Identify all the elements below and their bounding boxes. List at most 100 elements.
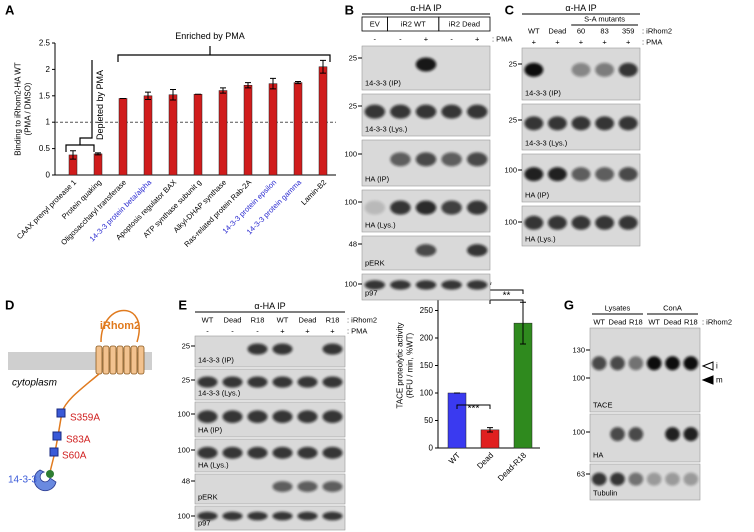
group-label: iR2 Dead <box>449 20 480 29</box>
band <box>646 472 662 486</box>
error-bar <box>270 77 276 90</box>
row-label: 14-3-3 (Lys.) <box>198 389 241 398</box>
treatment-label: + <box>626 38 631 47</box>
compartment-label: cytoplasm <box>12 378 57 389</box>
treatment-label: + <box>579 38 584 47</box>
mw-marker: 25 <box>349 54 357 63</box>
bar <box>93 153 103 176</box>
band <box>415 244 437 257</box>
band <box>646 356 662 371</box>
significance-bracket <box>489 299 524 304</box>
mw-marker: 25 <box>182 376 190 385</box>
band <box>595 167 615 182</box>
treatment-label: + <box>555 38 560 47</box>
treatment-label: - <box>374 35 377 44</box>
lane-label: R18 <box>684 318 698 327</box>
band <box>610 356 625 371</box>
helices <box>95 345 145 375</box>
band <box>466 104 488 119</box>
band <box>272 511 293 521</box>
band <box>322 446 343 459</box>
band <box>571 215 591 230</box>
site <box>56 408 66 418</box>
x-tick-label: WT <box>447 451 462 466</box>
error-bar <box>295 81 301 85</box>
treatment-label: + <box>280 327 285 336</box>
band <box>618 215 638 230</box>
lane-key: : iRhom2 <box>702 318 732 327</box>
y-tick-label: 0 <box>429 444 434 453</box>
band <box>297 410 318 424</box>
site-label: S359A <box>70 413 100 424</box>
treatment-key: : PMA <box>347 327 367 336</box>
band <box>595 215 615 230</box>
mw-marker: 100 <box>344 198 357 207</box>
band <box>466 152 488 167</box>
row-label: HA (Lys.) <box>525 235 556 244</box>
band <box>297 511 318 521</box>
error-bar <box>320 59 326 74</box>
band <box>415 280 437 290</box>
lane-key: : iRhom2 <box>642 27 672 36</box>
blot <box>589 327 701 413</box>
bar <box>268 83 278 176</box>
band <box>247 410 268 424</box>
group-label: EV <box>370 20 380 29</box>
mw-marker: 100 <box>504 218 517 227</box>
treatment-label: - <box>206 327 209 336</box>
treatment-label: - <box>256 327 259 336</box>
y-tick-label: 250 <box>420 306 434 315</box>
blot <box>194 401 346 438</box>
treatment-label: + <box>532 38 537 47</box>
lane-label: 83 <box>600 27 608 36</box>
mw-marker: 100 <box>177 446 190 455</box>
band <box>364 104 386 119</box>
band <box>441 104 462 119</box>
band <box>547 167 567 182</box>
x-tick-label: Dead <box>475 451 495 471</box>
lane-label: R18 <box>629 318 643 327</box>
band <box>466 280 488 290</box>
y-tick-label: 2.5 <box>39 39 51 48</box>
band <box>415 200 437 215</box>
bar <box>318 66 328 176</box>
band <box>390 104 411 119</box>
y-tick-label: 150 <box>420 361 434 370</box>
bar <box>447 392 467 449</box>
significance-bracket <box>456 404 491 409</box>
mw-marker: 63 <box>577 470 585 479</box>
treatment-label: + <box>602 38 607 47</box>
band <box>618 167 638 182</box>
error-bar <box>220 87 226 94</box>
band <box>364 200 386 215</box>
lane-label: Dead <box>224 316 242 325</box>
band <box>618 116 638 131</box>
mw-marker: 100 <box>504 166 517 175</box>
protein-label: iRhom2 <box>100 320 140 332</box>
band <box>571 62 591 77</box>
bar <box>243 84 253 176</box>
partner-label: 14-3-3 <box>8 475 37 486</box>
blot-title: α-HA IP <box>254 301 285 311</box>
panel-label: G <box>564 298 574 313</box>
mw-marker: 48 <box>349 240 357 249</box>
blot-title: α-HA IP <box>410 3 441 13</box>
row-label: TACE <box>593 401 612 410</box>
lane-label: R18 <box>251 316 265 325</box>
band <box>591 472 607 486</box>
y-axis-label: (RFU / min, %WT) <box>406 333 415 399</box>
lane-label: R18 <box>326 316 340 325</box>
group-label: Lysates <box>605 304 631 313</box>
blot <box>194 473 346 505</box>
partner-shape <box>33 469 57 492</box>
blot <box>194 438 346 473</box>
y-tick-label: 1.5 <box>39 91 51 100</box>
band <box>683 427 699 442</box>
lane-key: : iRhom2 <box>347 316 377 325</box>
band <box>441 200 462 215</box>
row-label: 14-3-3 (Lys.) <box>365 125 408 134</box>
band <box>322 343 343 355</box>
mw-marker: 100 <box>177 512 190 521</box>
site <box>49 447 59 457</box>
